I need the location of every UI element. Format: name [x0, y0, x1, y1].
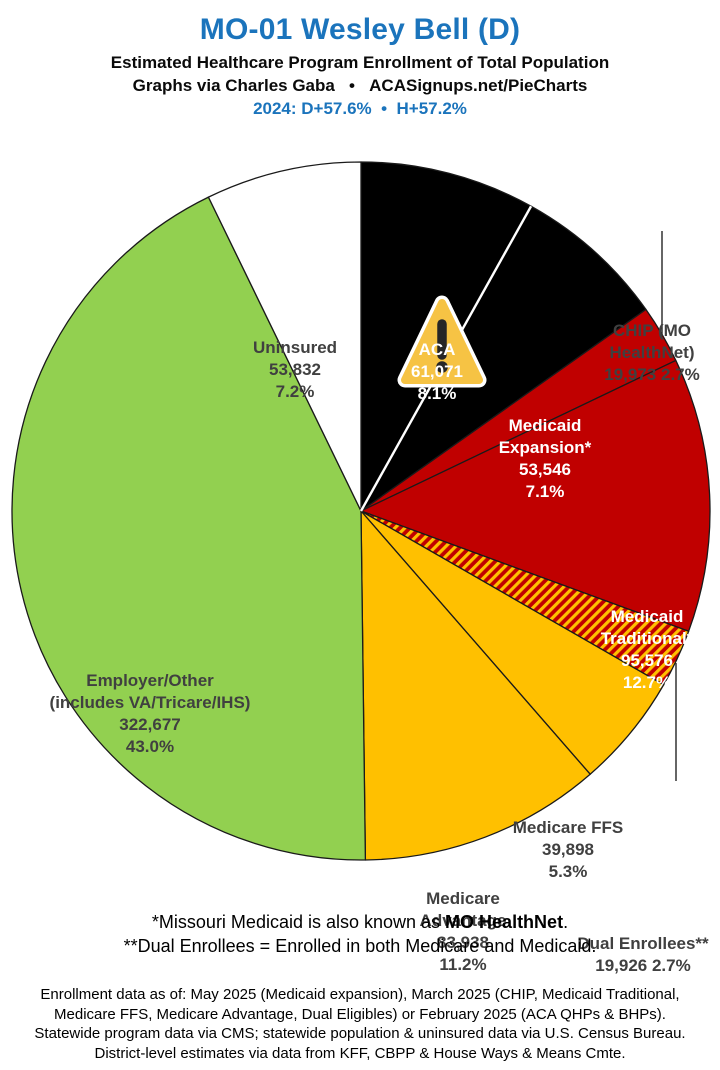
pie-slice-medicare-advantage	[360, 510, 591, 861]
source-line: Enrollment data as of: May 2025 (Medicai…	[40, 986, 680, 1003]
pie-slice-medicaid-expansion	[360, 205, 647, 512]
pie-slice-uninsured	[207, 161, 362, 512]
source-line: District-level estimates via data from K…	[94, 1044, 626, 1062]
pie-slice-employer-other	[11, 196, 367, 861]
subtitle-line2: Graphs via Charles Gaba • ACASignups.net…	[132, 76, 588, 95]
footnote-dual-enrollees: **Dual Enrollees = Enrolled in both Medi…	[123, 936, 597, 956]
subtitle-line1: Estimated Healthcare Program Enrollment …	[110, 53, 610, 72]
source-line: Medicare FFS, Medicare Advantage, Dual E…	[54, 1005, 666, 1023]
footnote-mo-healthnet: *Missouri Medicaid is also known as MO H…	[151, 912, 569, 932]
subtitle-partisan-lean: 2024: D+57.6% • H+57.2%	[253, 99, 467, 118]
source-attribution: Enrollment data as of: May 2025 (Medicai…	[0, 985, 720, 1063]
warning-icon	[397, 295, 487, 388]
source-line: Statewide program data via CMS; statewid…	[34, 1025, 686, 1042]
pie-chart: ACA 61,071 8.1% Medicaid Expansion* 53,546 7.1…	[0, 150, 720, 975]
pie-chart-svg	[11, 161, 711, 861]
page-title: MO-01 Wesley Bell (D)	[199, 13, 521, 46]
pie-slice-medicaid-traditional	[360, 359, 711, 632]
